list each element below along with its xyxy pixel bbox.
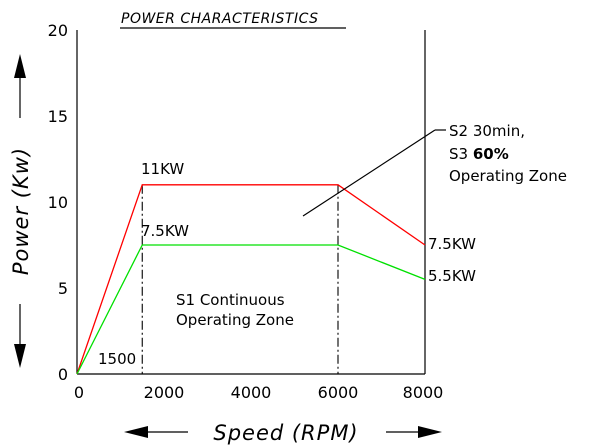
s1-zone-line2: Operating Zone [176,311,294,329]
y-tick-label: 0 [58,365,68,384]
x-tick-label: 2000 [144,383,185,402]
x-tick-label: 8000 [403,383,444,402]
green-power-curve [76,244,426,375]
x-axis-left-arrow-icon [124,426,148,438]
base-speed-label: 1500 [98,350,136,368]
s1-zone-line1: S1 Continuous [176,291,285,309]
chart-title: POWER CHARACTERISTICS [121,11,319,27]
x-tick-labels: 0 2000 4000 6000 8000 [74,383,443,402]
red-power-curve [76,184,426,375]
y-axis-up-arrow-icon [14,54,26,78]
s2-s3-leader-line [302,129,436,217]
green-peak-label: 7.5KW [141,222,189,240]
s3-prefix: S3 [449,145,473,163]
y-axis-title: Power (Kw) [9,147,33,275]
x-tick-label: 0 [74,383,84,402]
green-end-label: 5.5KW [428,267,476,285]
y-tick-labels: 0 5 10 15 20 [48,21,68,384]
s3-zone-line2: S3 60% [449,145,509,163]
red-peak-label: 11KW [141,160,184,178]
y-axis-title-group: Power (Kw) [9,54,33,368]
s3-value: 60% [473,145,509,163]
s2-zone-line3: Operating Zone [449,167,567,185]
x-axis-title-group: Speed (RPM) [124,421,442,445]
x-tick-label: 4000 [231,383,272,402]
y-tick-label: 10 [48,193,68,212]
y-axis-down-arrow-icon [14,344,26,368]
y-tick-label: 5 [58,279,68,298]
s2-zone-line1: S2 30min, [449,122,525,140]
red-end-label: 7.5KW [428,235,476,253]
x-axis-right-arrow-icon [418,426,442,438]
y-tick-label: 20 [48,21,68,40]
x-axis-title: Speed (RPM) [213,421,358,445]
x-tick-label: 6000 [318,383,359,402]
y-tick-label: 15 [48,107,68,126]
